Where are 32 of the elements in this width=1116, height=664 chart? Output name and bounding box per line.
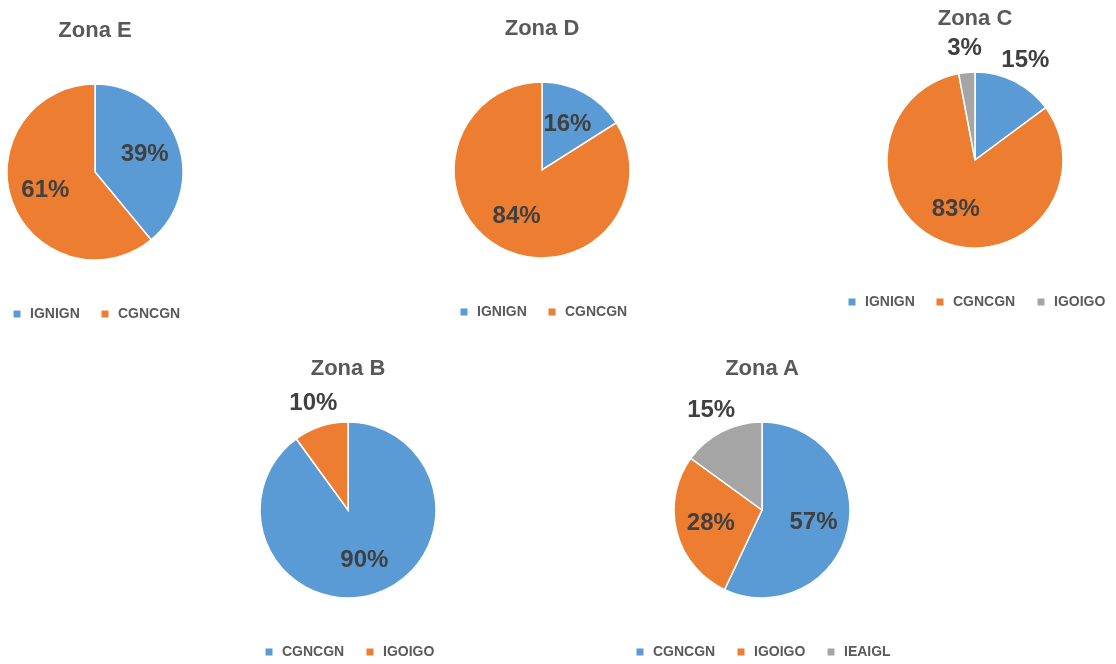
data-label: 3% [947,33,982,61]
data-label: 90% [340,545,389,573]
legend-label: IGNIGN [865,293,915,309]
chart-title: Zona C [937,5,1013,31]
data-label: 83% [931,194,980,222]
legend-label: CGNCGN [565,303,628,319]
chart-title: Zona E [58,17,132,43]
pie-slice [453,81,631,259]
data-label: 15% [1001,44,1050,72]
legend-label: CGNCGN [118,305,181,321]
data-label: 39% [120,139,169,167]
legend-label: CGNCGN [282,643,345,659]
legend-label: IEAIGL [844,643,892,659]
legend-label: CGNCGN [953,293,1016,309]
legend-label: IGOIGO [1054,293,1106,309]
legend-label: IGOIGO [383,643,435,659]
data-label: 61% [21,174,70,202]
legend-label: IGNIGN [477,303,527,319]
pie-slice [886,72,1064,249]
chart-title: Zona A [725,355,799,381]
chart-title: Zona B [310,355,386,381]
data-label: 28% [686,508,735,536]
pie-slice [259,421,437,599]
legend-label: CGNCGN [653,643,716,659]
data-label: 57% [789,506,838,534]
data-label: 16% [543,108,592,136]
data-label: 84% [492,201,541,229]
chart-title: Zona D [504,15,580,41]
legend-label: IGNIGN [30,305,80,321]
legend-label: IGOIGO [754,643,806,659]
data-label: 10% [289,388,338,416]
data-label: 15% [687,395,736,423]
